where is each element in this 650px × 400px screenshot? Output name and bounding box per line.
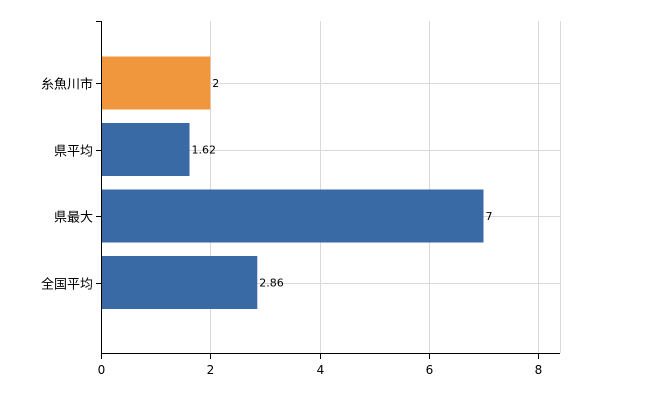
category-label: 全国平均 xyxy=(41,277,93,293)
data-label: 1.62 xyxy=(192,144,217,157)
bar xyxy=(101,256,258,309)
bar xyxy=(101,189,484,243)
category-label: 糸魚川市 xyxy=(41,77,93,93)
x-tick-label: 2 xyxy=(207,363,215,377)
bar xyxy=(101,56,211,110)
data-label: 7 xyxy=(486,210,493,223)
data-label: 2 xyxy=(212,77,219,90)
category-label: 県平均 xyxy=(54,145,93,160)
x-tick-label: 8 xyxy=(535,363,543,377)
x-tick-label: 4 xyxy=(317,363,325,377)
bar xyxy=(101,123,190,176)
x-tick-label: 6 xyxy=(426,363,434,377)
x-tick-label: 0 xyxy=(98,363,106,377)
data-label: 2.86 xyxy=(259,277,284,290)
category-label: 県最大 xyxy=(54,211,93,226)
